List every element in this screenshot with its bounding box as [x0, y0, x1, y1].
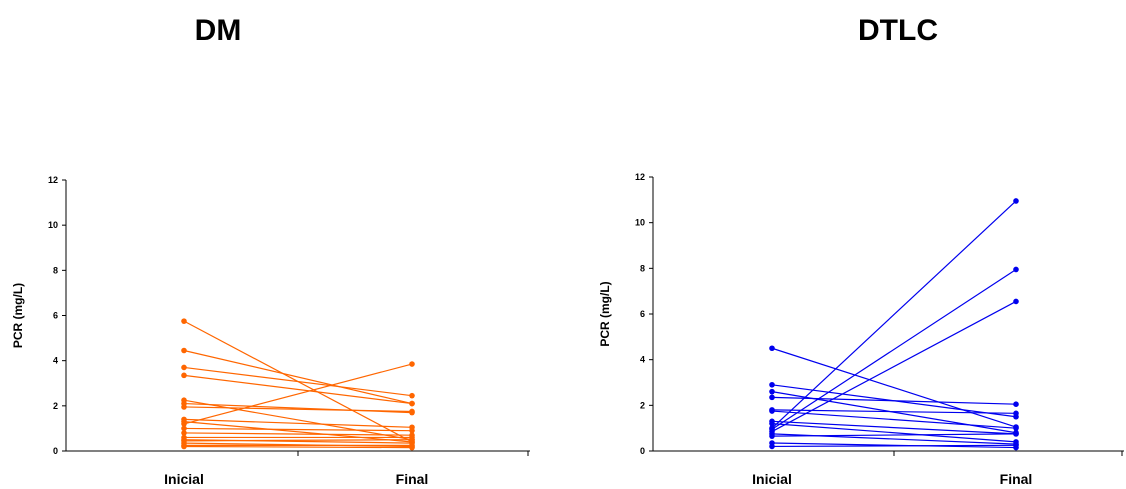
dm-point-inicial: [181, 421, 187, 427]
dm-point-final: [409, 444, 415, 451]
dtlc-point-inicial: [769, 420, 775, 427]
dm-series-line: [183, 366, 413, 397]
dtlc-point-final: [1013, 298, 1019, 305]
dm-series-line: [183, 406, 413, 413]
dm-point-inicial: [181, 443, 187, 450]
dtlc-point-final: [1013, 442, 1019, 449]
dtlc-point-inicial: [769, 381, 775, 388]
chart-title-dtlc: DTLC: [858, 14, 938, 47]
dm-point-inicial: [181, 430, 187, 436]
dm-point-inicial: [181, 347, 187, 354]
dtlc-y-axis-title: PCR (mg/L): [598, 281, 612, 346]
dtlc-point-final: [1013, 425, 1019, 431]
dm-point-inicial: [181, 404, 187, 410]
dtlc-point-inicial: [769, 433, 775, 439]
dtlc-point-final: [1013, 431, 1019, 437]
dtlc-point-inicial: [769, 345, 775, 352]
dm-series-line: [183, 445, 413, 449]
dtlc-y-tick-label: 10: [635, 218, 645, 228]
dtlc-series-line: [771, 268, 1017, 430]
dtlc-series-line: [771, 444, 1017, 448]
dtlc-category-label: Inicial: [752, 471, 792, 487]
dtlc-point-inicial: [769, 394, 775, 401]
dm-series-line: [183, 439, 413, 442]
dm-y-tick-label: 8: [53, 265, 58, 275]
dm-series-line: [183, 421, 413, 443]
dtlc-series-line: [771, 410, 1017, 429]
dtlc-point-inicial: [769, 408, 775, 414]
dm-y-tick-label: 12: [48, 175, 58, 185]
dtlc-y-tick-label: 12: [635, 172, 645, 182]
dtlc-point-inicial: [769, 443, 775, 450]
dtlc-y-tick-label: 6: [640, 309, 645, 319]
dm-y-axis-title: PCR (mg/L): [11, 283, 25, 348]
dtlc-series-line: [771, 300, 1017, 433]
dm-point-final: [409, 392, 415, 399]
dm-point-inicial: [181, 318, 187, 324]
dtlc-point-final: [1013, 266, 1019, 273]
dtlc-y-tick-label: 4: [640, 355, 645, 365]
dtlc-point-final: [1013, 198, 1019, 204]
dm-series-line: [183, 432, 413, 436]
dm-series-line: [183, 349, 413, 405]
dm-point-final: [409, 361, 415, 367]
dtlc-category-label: Final: [1000, 471, 1033, 487]
dtlc-point-inicial: [769, 388, 775, 395]
dtlc-series-line: [771, 347, 1017, 428]
dtlc-y-tick-label: 2: [640, 400, 645, 410]
dm-point-final: [409, 400, 415, 407]
dm-y-tick-label: 6: [53, 311, 58, 321]
dtlc-point-final: [1013, 410, 1019, 417]
dm-y-tick-label: 2: [53, 401, 58, 411]
dm-point-inicial: [181, 425, 187, 432]
dm-series-line: [183, 363, 413, 425]
chart-title-dm: DM: [194, 14, 242, 47]
dm-series-line: [183, 427, 413, 432]
dm-point-final: [409, 408, 415, 415]
dm-point-inicial: [181, 372, 187, 379]
dm-category-label: Inicial: [164, 471, 204, 487]
dm-series-line: [183, 374, 413, 405]
dtlc-y-tick-label: 8: [640, 263, 645, 273]
dm-point-inicial: [181, 364, 187, 371]
dm-series-line: [183, 399, 413, 441]
dm-y-tick-label: 10: [48, 220, 58, 230]
dtlc-series-line: [771, 433, 1017, 437]
dm-y-tick-label: 4: [53, 356, 58, 366]
dtlc-series-line: [771, 423, 1017, 443]
dm-point-final: [409, 427, 415, 434]
dtlc-series-line: [771, 396, 1017, 405]
dm-point-final: [409, 436, 415, 443]
dtlc-point-final: [1013, 401, 1019, 407]
dtlc-y-tick-label: 0: [640, 446, 645, 456]
dm-series-line: [183, 418, 413, 428]
dm-category-label: Final: [396, 471, 429, 487]
dtlc-series-line: [771, 420, 1017, 435]
dtlc-series-line: [771, 200, 1017, 429]
dm-y-tick-label: 0: [53, 446, 58, 456]
